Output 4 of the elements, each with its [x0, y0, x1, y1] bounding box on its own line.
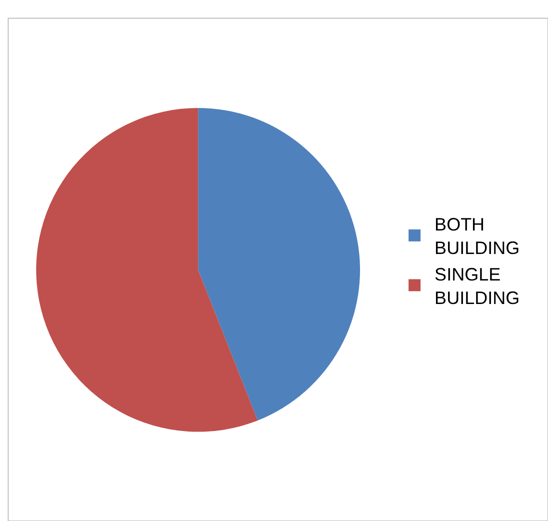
pie-slice	[198, 108, 360, 420]
pie-slice	[36, 108, 258, 432]
legend-label: SINGLE BUILDING	[434, 264, 520, 308]
legend-label: BOTH BUILDING	[434, 214, 520, 258]
